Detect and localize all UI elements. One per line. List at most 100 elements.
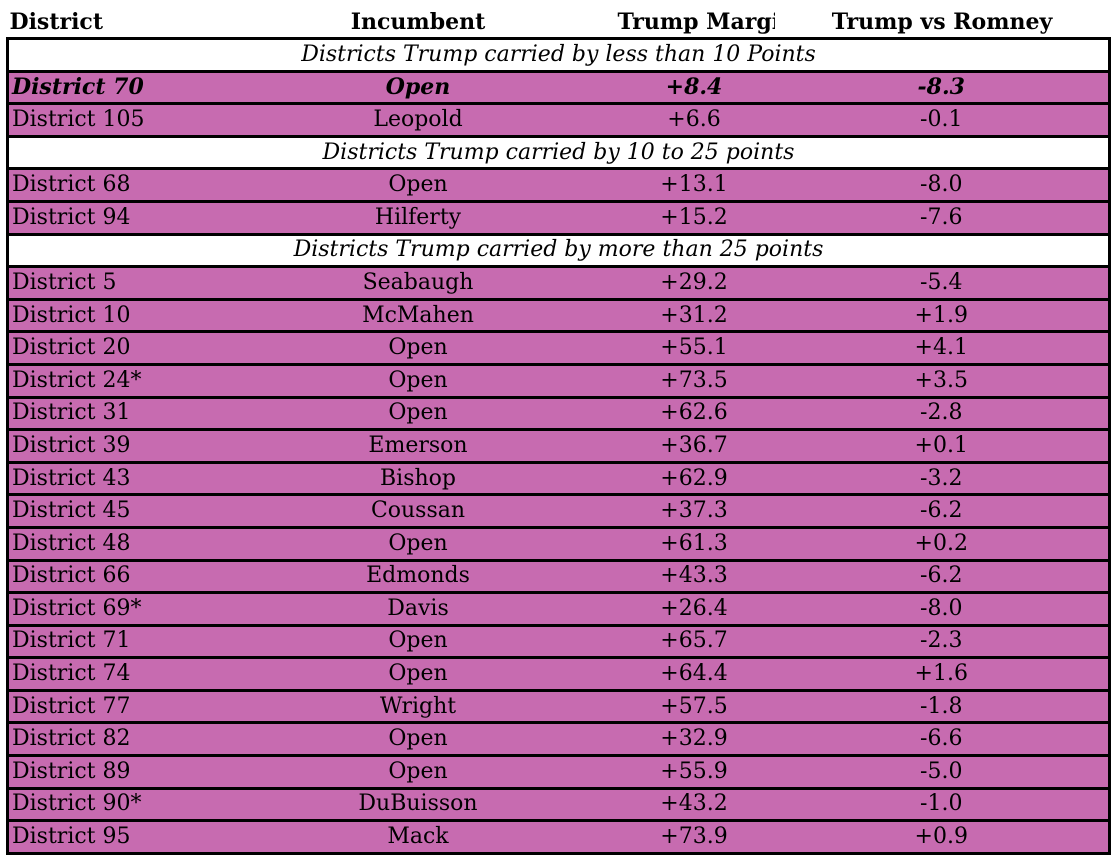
trump-vs-romney-cell: +0.9 bbox=[774, 819, 1111, 855]
section-label: Districts Trump carried by more than 25 … bbox=[6, 232, 1111, 269]
district-cell: District 94 bbox=[6, 199, 223, 236]
district-cell: District 31 bbox=[6, 395, 223, 432]
district-cell: District 24* bbox=[6, 362, 223, 399]
trump-margin-cell: +57.5 bbox=[613, 688, 775, 725]
district-results-table: District Incumbent Trump Margin Trump vs… bbox=[6, 6, 1111, 855]
incumbent-cell: Bishop bbox=[222, 460, 614, 497]
table-row: District 82 Open +32.9 -6.6 bbox=[6, 721, 1111, 758]
trump-margin-cell: +62.6 bbox=[613, 395, 775, 432]
table-row: District 94 Hilferty +15.2 -7.6 bbox=[6, 199, 1111, 236]
trump-vs-romney-cell: +3.5 bbox=[774, 362, 1111, 399]
trump-margin-cell: +65.7 bbox=[613, 623, 775, 660]
table-row: District 70 Open +8.4 -8.3 bbox=[6, 69, 1111, 106]
table-row: District 68 Open +13.1 -8.0 bbox=[6, 167, 1111, 203]
table-row: District 24* Open +73.5 +3.5 bbox=[6, 362, 1111, 399]
incumbent-cell: Open bbox=[222, 721, 614, 758]
trump-margin-cell: +61.3 bbox=[613, 525, 775, 562]
section-row: Districts Trump carried by 10 to 25 poin… bbox=[6, 134, 1111, 171]
trump-margin-cell: +32.9 bbox=[613, 721, 775, 758]
table-row: District 48 Open +61.3 +0.2 bbox=[6, 525, 1111, 562]
table-row: District 95 Mack +73.9 +0.9 bbox=[6, 819, 1111, 855]
trump-vs-romney-cell: +4.1 bbox=[774, 330, 1111, 366]
trump-margin-cell: +55.9 bbox=[613, 754, 775, 790]
district-cell: District 70 bbox=[6, 69, 223, 106]
trump-vs-romney-cell: -7.6 bbox=[774, 199, 1111, 236]
table-row: District 69* Davis +26.4 -8.0 bbox=[6, 591, 1111, 627]
incumbent-cell: DuBuisson bbox=[222, 786, 614, 823]
trump-margin-cell: +55.1 bbox=[613, 330, 775, 366]
trump-vs-romney-cell: -6.2 bbox=[774, 558, 1111, 595]
trump-vs-romney-cell: -3.2 bbox=[774, 460, 1111, 497]
trump-vs-romney-cell: -2.8 bbox=[774, 395, 1111, 432]
table-row: District 45 Coussan +37.3 -6.2 bbox=[6, 493, 1111, 529]
incumbent-cell: Leopold bbox=[222, 102, 614, 138]
section-row: Districts Trump carried by less than 10 … bbox=[6, 37, 1111, 73]
incumbent-cell: McMahen bbox=[222, 297, 614, 334]
district-cell: District 43 bbox=[6, 460, 223, 497]
incumbent-cell: Mack bbox=[222, 819, 614, 855]
trump-vs-romney-cell: -1.0 bbox=[774, 786, 1111, 823]
district-cell: District 74 bbox=[6, 656, 223, 692]
table-row: District 89 Open +55.9 -5.0 bbox=[6, 754, 1111, 790]
incumbent-cell: Edmonds bbox=[222, 558, 614, 595]
district-cell: District 10 bbox=[6, 297, 223, 334]
table-row: District 31 Open +62.6 -2.8 bbox=[6, 395, 1111, 432]
table-row: District 71 Open +65.7 -2.3 bbox=[6, 623, 1111, 660]
header-incumbent: Incumbent bbox=[222, 6, 614, 40]
trump-margin-cell: +6.6 bbox=[613, 102, 775, 138]
table-row: District 39 Emerson +36.7 +0.1 bbox=[6, 428, 1111, 464]
trump-vs-romney-cell: +0.1 bbox=[774, 428, 1111, 464]
trump-margin-cell: +73.5 bbox=[613, 362, 775, 399]
trump-margin-cell: +13.1 bbox=[613, 167, 775, 203]
table-row: District 43 Bishop +62.9 -3.2 bbox=[6, 460, 1111, 497]
header-trump-margin: Trump Margin bbox=[613, 6, 775, 40]
trump-margin-cell: +43.2 bbox=[613, 786, 775, 823]
district-cell: District 82 bbox=[6, 721, 223, 758]
trump-margin-cell: +73.9 bbox=[613, 819, 775, 855]
district-cell: District 89 bbox=[6, 754, 223, 790]
section-label: Districts Trump carried by less than 10 … bbox=[6, 37, 1111, 73]
header-trump-vs-romney: Trump vs Romney bbox=[774, 6, 1110, 40]
trump-vs-romney-cell: -5.4 bbox=[774, 265, 1111, 301]
trump-vs-romney-cell: +1.6 bbox=[774, 656, 1111, 692]
incumbent-cell: Seabaugh bbox=[222, 265, 614, 301]
trump-margin-cell: +26.4 bbox=[613, 591, 775, 627]
trump-margin-cell: +15.2 bbox=[613, 199, 775, 236]
incumbent-cell: Open bbox=[222, 362, 614, 399]
district-cell: District 5 bbox=[6, 265, 223, 301]
trump-margin-cell: +43.3 bbox=[613, 558, 775, 595]
trump-margin-cell: +62.9 bbox=[613, 460, 775, 497]
incumbent-cell: Open bbox=[222, 525, 614, 562]
trump-margin-cell: +8.4 bbox=[613, 69, 775, 106]
incumbent-cell: Hilferty bbox=[222, 199, 614, 236]
district-cell: District 48 bbox=[6, 525, 223, 562]
table-row: District 74 Open +64.4 +1.6 bbox=[6, 656, 1111, 692]
district-cell: District 71 bbox=[6, 623, 223, 660]
trump-vs-romney-cell: +0.2 bbox=[774, 525, 1111, 562]
trump-vs-romney-cell: -8.3 bbox=[774, 69, 1111, 106]
trump-vs-romney-cell: -6.6 bbox=[774, 721, 1111, 758]
table-row: District 5 Seabaugh +29.2 -5.4 bbox=[6, 265, 1111, 301]
incumbent-cell: Open bbox=[222, 754, 614, 790]
district-cell: District 95 bbox=[6, 819, 223, 855]
trump-vs-romney-cell: -8.0 bbox=[774, 167, 1111, 203]
table-row: District 20 Open +55.1 +4.1 bbox=[6, 330, 1111, 366]
trump-margin-cell: +29.2 bbox=[613, 265, 775, 301]
district-cell: District 45 bbox=[6, 493, 223, 529]
incumbent-cell: Open bbox=[222, 623, 614, 660]
table-row: District 90* DuBuisson +43.2 -1.0 bbox=[6, 786, 1111, 823]
trump-vs-romney-cell: -5.0 bbox=[774, 754, 1111, 790]
table-row: District 77 Wright +57.5 -1.8 bbox=[6, 688, 1111, 725]
trump-margin-cell: +31.2 bbox=[613, 297, 775, 334]
district-cell: District 39 bbox=[6, 428, 223, 464]
district-cell: District 77 bbox=[6, 688, 223, 725]
incumbent-cell: Coussan bbox=[222, 493, 614, 529]
incumbent-cell: Open bbox=[222, 69, 614, 106]
header-district: District bbox=[7, 6, 223, 40]
trump-margin-cell: +64.4 bbox=[613, 656, 775, 692]
trump-vs-romney-cell: -6.2 bbox=[774, 493, 1111, 529]
section-row: Districts Trump carried by more than 25 … bbox=[6, 232, 1111, 269]
incumbent-cell: Wright bbox=[222, 688, 614, 725]
district-cell: District 105 bbox=[6, 102, 223, 138]
table-body: Districts Trump carried by less than 10 … bbox=[6, 37, 1111, 855]
